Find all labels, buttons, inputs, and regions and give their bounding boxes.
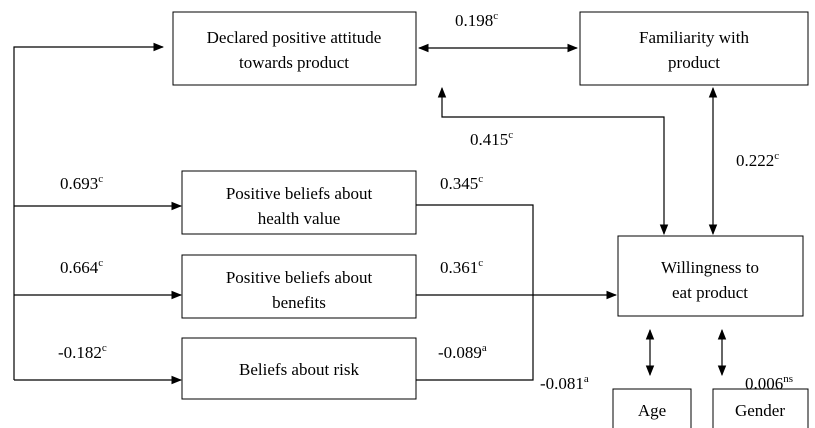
node-label: Age bbox=[638, 401, 666, 420]
significance: c bbox=[102, 342, 107, 354]
coefficient: -0.089 bbox=[438, 343, 482, 362]
node-label: towards product bbox=[239, 53, 349, 72]
significance: c bbox=[478, 173, 483, 185]
arrow bbox=[437, 86, 669, 236]
node-label: Gender bbox=[735, 401, 785, 420]
node-label: health value bbox=[258, 209, 341, 228]
coefficient: 0.006 bbox=[745, 374, 783, 393]
significance: ns bbox=[783, 373, 793, 385]
coefficient: 0.345 bbox=[440, 174, 478, 193]
edge-label: -0.081a bbox=[540, 373, 589, 393]
significance: a bbox=[584, 373, 589, 385]
edge-label: 0.006ns bbox=[745, 373, 793, 393]
node-label: product bbox=[668, 53, 720, 72]
edge-labels: 0.198c 0.415c 0.222c 0.693c 0.664c -0.18… bbox=[58, 10, 793, 393]
coefficient: 0.361 bbox=[440, 258, 478, 277]
node-label: Beliefs about risk bbox=[239, 360, 359, 379]
edge-label: 0.198c bbox=[455, 10, 498, 30]
boxes bbox=[172, 11, 809, 428]
node-label: Willingness to bbox=[661, 258, 759, 277]
box bbox=[172, 11, 417, 86]
coefficient: 0.664 bbox=[60, 258, 99, 277]
node-label: Declared positive attitude bbox=[207, 28, 382, 47]
significance: c bbox=[774, 150, 779, 162]
box bbox=[612, 388, 692, 428]
box bbox=[181, 170, 417, 235]
box bbox=[712, 388, 809, 428]
coefficient: -0.182 bbox=[58, 343, 102, 362]
edge-label: 0.693c bbox=[60, 173, 103, 193]
box bbox=[181, 254, 417, 319]
significance: c bbox=[493, 10, 498, 22]
significance: c bbox=[478, 257, 483, 269]
significance: c bbox=[98, 173, 103, 185]
connectors bbox=[13, 42, 727, 385]
node-labels: Declared positive attitude towards produ… bbox=[207, 28, 786, 420]
significance: c bbox=[98, 257, 103, 269]
node-label: Familiarity with bbox=[639, 28, 750, 47]
coefficient: 0.415 bbox=[470, 130, 508, 149]
edge-label: 0.664c bbox=[60, 257, 103, 277]
edge-label: -0.182c bbox=[58, 342, 107, 362]
significance: a bbox=[482, 342, 487, 354]
arrow bbox=[13, 42, 165, 380]
edge-label: 0.361c bbox=[440, 257, 483, 277]
box bbox=[617, 235, 804, 317]
node-label: eat product bbox=[672, 283, 748, 302]
edge-label: 0.345c bbox=[440, 173, 483, 193]
edge-label: 0.222c bbox=[736, 150, 779, 170]
coefficient: 0.198 bbox=[455, 11, 493, 30]
edge-label: 0.415c bbox=[470, 129, 513, 149]
box bbox=[579, 11, 809, 86]
node-label: Positive beliefs about bbox=[226, 268, 373, 287]
significance: c bbox=[508, 129, 513, 141]
node-label: Positive beliefs about bbox=[226, 184, 373, 203]
coefficient: 0.693 bbox=[60, 174, 98, 193]
edge-label: -0.089a bbox=[438, 342, 487, 362]
coefficient: -0.081 bbox=[540, 374, 584, 393]
coefficient: 0.222 bbox=[736, 151, 774, 170]
box bbox=[181, 337, 417, 400]
node-label: benefits bbox=[272, 293, 326, 312]
